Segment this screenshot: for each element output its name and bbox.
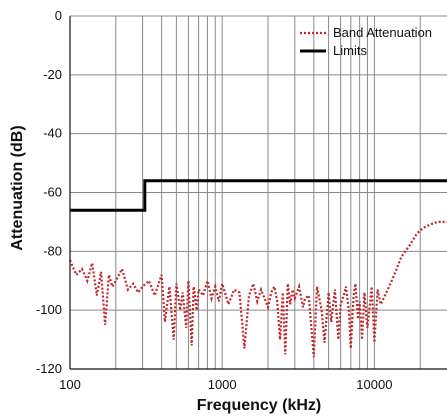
legend: Band Attenuation Limits xyxy=(300,25,432,58)
x-tick-label: 1000 xyxy=(208,377,237,392)
y-tick-label: -20 xyxy=(43,67,62,82)
y-tick-label: -100 xyxy=(36,302,62,317)
y-tick-label: -60 xyxy=(43,185,62,200)
x-tick-label: 10000 xyxy=(356,377,392,392)
x-tick-label: 100 xyxy=(59,377,81,392)
limits-line xyxy=(70,179,447,212)
y-tick-label: -40 xyxy=(43,126,62,141)
band-attenuation-line xyxy=(68,220,447,358)
grid xyxy=(70,15,447,370)
y-tick-label: -120 xyxy=(36,361,62,376)
y-axis-title: Attenuation (dB) xyxy=(9,125,26,250)
legend-label: Limits xyxy=(333,43,367,58)
y-tick-label: 0 xyxy=(55,8,62,23)
legend-label: Band Attenuation xyxy=(333,25,432,40)
y-tick-label: -80 xyxy=(43,243,62,258)
series-layer xyxy=(68,179,447,358)
x-axis-title: Frequency (kHz) xyxy=(197,397,321,414)
